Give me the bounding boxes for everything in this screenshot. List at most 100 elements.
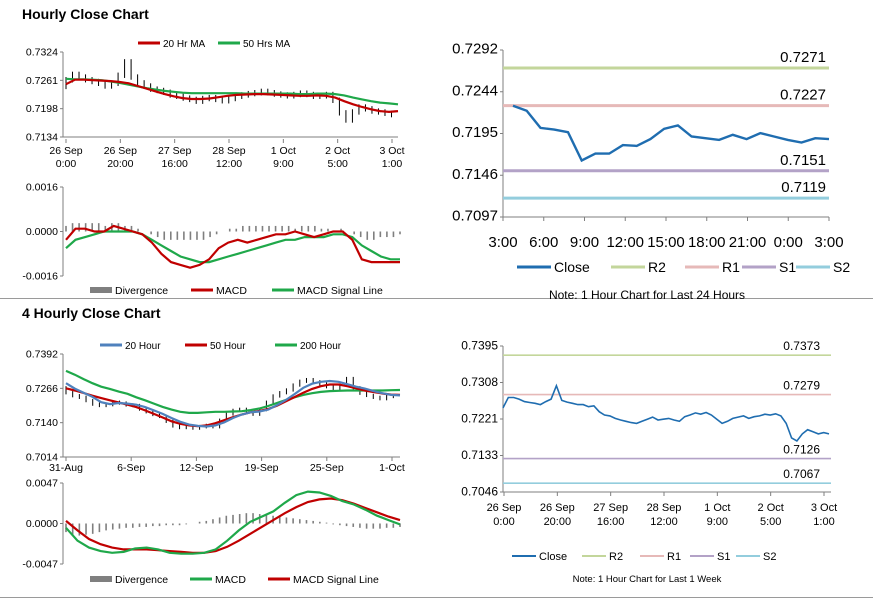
hourly_price-xtick-label: 28 Sep bbox=[212, 145, 245, 157]
hourly_macd-legend-label: Divergence bbox=[115, 285, 168, 297]
hourly_levels-ytick-label: 0.7244 bbox=[452, 82, 498, 99]
four_hourly_levels-xtick-label: 1:00 bbox=[813, 516, 834, 528]
hourly_levels-legend-label: R2 bbox=[648, 259, 666, 275]
hourly_macd-ytick-label: 0.0000 bbox=[26, 226, 58, 238]
four_hourly_price-ytick-label: 0.7140 bbox=[26, 417, 58, 429]
hourly_levels-ytick-label: 0.7146 bbox=[452, 166, 498, 183]
hourly_levels-xtick-label: 0:00 bbox=[774, 234, 803, 251]
four_hourly_levels-legend-label: R2 bbox=[609, 551, 623, 563]
four_hourly_levels-legend-label: Close bbox=[539, 551, 567, 563]
four_hourly_levels-ytick-label: 0.7046 bbox=[461, 485, 498, 499]
four_hourly_macd-ytick-label: 0.0047 bbox=[26, 478, 58, 490]
four-hourly-section-title: 4 Hourly Close Chart bbox=[22, 305, 161, 321]
hourly_macd-signal-line bbox=[65, 230, 400, 264]
four_hourly_levels-xtick-label: 16:00 bbox=[597, 516, 625, 528]
four_hourly_levels-xtick-label: 28 Sep bbox=[647, 502, 682, 514]
four_hourly_levels-ytick-label: 0.7395 bbox=[461, 339, 498, 353]
four_hourly_macd-macd-line bbox=[65, 490, 401, 555]
four_hourly_levels-ytick-label: 0.7133 bbox=[461, 448, 498, 462]
four_hourly_price-xtick-label: 31-Aug bbox=[49, 462, 83, 474]
hourly_price-xtick-label: 0:00 bbox=[56, 158, 77, 170]
four_hourly_price-xtick-label: 12-Sep bbox=[179, 462, 213, 474]
four_hourly_levels-close-line bbox=[502, 383, 830, 443]
four_hourly_levels-ytick-label: 0.7221 bbox=[461, 412, 498, 426]
hourly_levels-xtick-label: 18:00 bbox=[688, 234, 726, 251]
hourly_macd-macd-line bbox=[65, 224, 400, 269]
four_hourly_macd-legend-swatch bbox=[90, 576, 112, 582]
hourly_levels-xtick-label: 12:00 bbox=[606, 234, 644, 251]
hourly_levels-xtick-label: 3:00 bbox=[488, 234, 517, 251]
hourly_price-xtick-label: 1:00 bbox=[382, 158, 403, 170]
four_hourly_macd-ytick-label: 0.0000 bbox=[26, 518, 58, 530]
four_hourly_price-xtick-label: 25-Sep bbox=[310, 462, 344, 474]
four_hourly_price-legend-label: 50 Hour bbox=[210, 341, 246, 352]
hourly_price-xtick-label: 27 Sep bbox=[158, 145, 191, 157]
hourly_price-xtick-label: 5:00 bbox=[327, 158, 348, 170]
hourly_price-xtick-label: 20:00 bbox=[107, 158, 133, 170]
four_hourly_price-ma200-line bbox=[65, 369, 401, 414]
hourly_levels-xtick-label: 15:00 bbox=[647, 234, 685, 251]
bottom-divider bbox=[0, 597, 873, 598]
hourly_levels-level-label-s1: 0.7151 bbox=[780, 152, 826, 169]
hourly_levels-legend-label: Close bbox=[554, 259, 590, 275]
four_hourly_price-ytick-label: 0.7266 bbox=[26, 383, 58, 395]
four_hourly_macd-legend-label: MACD bbox=[215, 574, 246, 586]
hourly_price-xtick-label: 12:00 bbox=[216, 158, 242, 170]
hourly_price-ytick-label: 0.7324 bbox=[26, 47, 58, 59]
four_hourly_levels-xtick-label: 27 Sep bbox=[593, 502, 628, 514]
four_hourly_macd-legend-label: Divergence bbox=[115, 574, 168, 586]
hourly_price-xtick-label: 3 Oct bbox=[379, 145, 404, 157]
four_hourly_levels-xtick-label: 5:00 bbox=[760, 516, 781, 528]
hourly_levels-ytick-label: 0.7195 bbox=[452, 124, 498, 141]
hourly_levels-legend-label: S2 bbox=[833, 259, 850, 275]
hourly_levels-legend-label: S1 bbox=[779, 259, 796, 275]
four_hourly_levels-legend-label: R1 bbox=[667, 551, 681, 563]
four_hourly_levels-note: Note: 1 Hour Chart for Last 1 Week bbox=[573, 574, 722, 585]
hourly_price-xtick-label: 16:00 bbox=[162, 158, 188, 170]
hourly_price-xtick-label: 2 Oct bbox=[325, 145, 350, 157]
hourly_macd-legend-swatch bbox=[90, 287, 112, 293]
hourly_levels-ytick-label: 0.7097 bbox=[452, 208, 498, 225]
hourly_macd-legend-label: MACD bbox=[216, 285, 247, 297]
hourly_price-xtick-label: 26 Sep bbox=[49, 145, 82, 157]
four_hourly_levels-xtick-label: 0:00 bbox=[493, 516, 514, 528]
four_hourly_levels-xtick-label: 12:00 bbox=[650, 516, 678, 528]
hourly-section-title: Hourly Close Chart bbox=[22, 6, 149, 22]
hourly_levels-xtick-label: 9:00 bbox=[570, 234, 599, 251]
four_hourly_levels-xtick-label: 1 Oct bbox=[704, 502, 730, 514]
hourly_levels-level-label-r1: 0.7227 bbox=[780, 87, 826, 104]
four_hourly_levels-ytick-label: 0.7308 bbox=[461, 375, 498, 389]
section-divider bbox=[0, 298, 873, 299]
four_hourly_levels-legend-label: S1 bbox=[717, 551, 730, 563]
hourly_price-ytick-label: 0.7198 bbox=[26, 103, 58, 115]
four_hourly_levels-xtick-label: 9:00 bbox=[707, 516, 728, 528]
hourly_levels-legend-label: R1 bbox=[722, 259, 740, 275]
four_hourly_price-xtick-label: 1-Oct bbox=[379, 462, 405, 474]
hourly_levels-xtick-label: 21:00 bbox=[729, 234, 767, 251]
four_hourly_price-ma20-line bbox=[65, 379, 401, 428]
four_hourly_levels-level-label-s2: 0.7067 bbox=[783, 467, 820, 481]
hourly_price-xtick-label: 26 Sep bbox=[104, 145, 137, 157]
hourly_macd-ytick-label: -0.0016 bbox=[22, 271, 58, 283]
hourly_levels-note: Note: 1 Hour Chart for Last 24 Hours bbox=[549, 288, 745, 302]
four_hourly_levels-level-label-s1: 0.7126 bbox=[783, 443, 820, 457]
hourly_price-ytick-label: 0.7134 bbox=[26, 132, 58, 144]
four_hourly_macd-legend-label: MACD Signal Line bbox=[293, 574, 379, 586]
four_hourly_price-ytick-label: 0.7014 bbox=[26, 452, 58, 464]
hourly_price-xtick-label: 1 Oct bbox=[271, 145, 296, 157]
hourly_price-xtick-label: 9:00 bbox=[273, 158, 294, 170]
hourly_macd-legend-label: MACD Signal Line bbox=[297, 285, 383, 297]
four_hourly_levels-xtick-label: 26 Sep bbox=[540, 502, 575, 514]
four_hourly_levels-level-label-r1: 0.7279 bbox=[783, 379, 820, 393]
hourly_levels-ytick-label: 0.7292 bbox=[452, 41, 498, 58]
four_hourly_levels-xtick-label: 2 Oct bbox=[758, 502, 784, 514]
four_hourly_price-xtick-label: 19-Sep bbox=[245, 462, 279, 474]
four_hourly_macd-signal-line bbox=[65, 497, 401, 554]
hourly_levels-close-line bbox=[512, 104, 830, 163]
hourly_levels-level-label-s2: 0.7119 bbox=[781, 179, 826, 196]
four_hourly_levels-level-label-r2: 0.7373 bbox=[783, 339, 820, 353]
hourly_levels-xtick-label: 3:00 bbox=[814, 234, 843, 251]
hourly_price-legend-label: 50 Hrs MA bbox=[243, 39, 291, 50]
hourly_macd-ytick-label: 0.0016 bbox=[26, 182, 58, 194]
